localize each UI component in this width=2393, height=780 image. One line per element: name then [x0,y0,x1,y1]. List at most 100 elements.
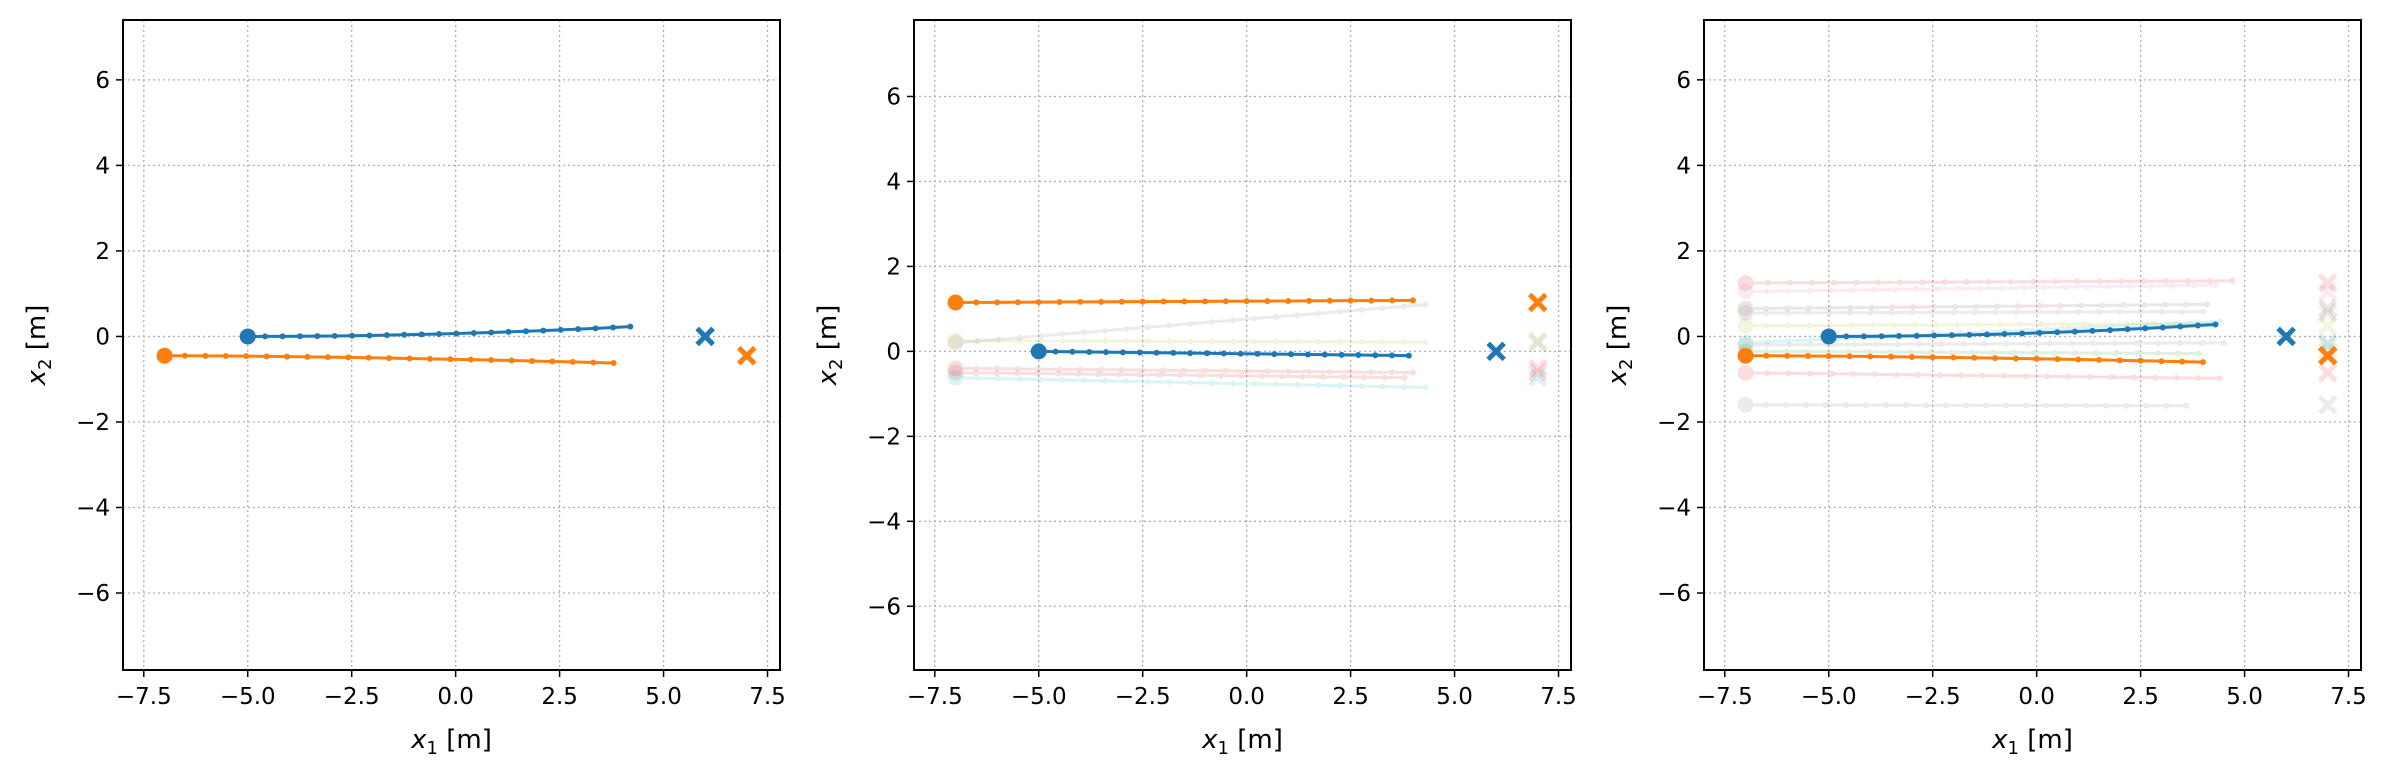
ghost-point [995,375,1002,382]
trajectory-point [222,352,229,359]
trajectory-point [2124,326,2131,333]
trajectory-point [1913,332,1920,339]
trajectory-point [488,357,495,364]
trajectory-point [1409,297,1416,304]
ghost-point [1381,374,1388,381]
trajectory-point [1896,333,1903,340]
y-tick-label: 0 [1676,324,1691,350]
ghost-goal-marker [1527,333,1548,353]
ghost-goal-marker [2317,281,2338,302]
ghost-point [1969,349,1976,356]
ghost-point [1897,279,1904,286]
y-tick-label: 6 [95,68,110,94]
ghost-point [1401,384,1408,391]
trajectory-point [1288,351,1295,358]
ghost-point [1409,369,1416,376]
trajectory-point [1992,355,1999,362]
ghost-trajectory-4 [947,358,1548,379]
ghost-point [2087,373,2094,380]
trajectory-point [590,359,597,366]
ghost-point [2078,302,2085,309]
ghost-point [1034,370,1041,377]
ghost-point [1230,317,1237,324]
ghost-trajectory-0 [1737,273,2338,293]
trajectory-point [1971,354,1978,361]
ghost-point [1977,285,1984,292]
trajectory-point [1098,298,1105,305]
ghost-point [1368,369,1375,376]
trajectory-point [279,333,286,340]
trajectory-point [557,326,564,333]
trajectory-point [1285,297,1292,304]
ghost-point [1985,278,1992,285]
ghost-point [1975,321,1982,328]
ghost-point [1230,380,1237,387]
trajectory-point [243,353,250,360]
x-tick-label: 7.5 [2330,684,2367,710]
x-tick-label: 0.0 [2018,684,2055,710]
ghost-point [2199,339,2206,346]
ghost-point [2154,350,2161,357]
ghost-point [1742,401,1749,408]
trajectory-point [1203,350,1210,357]
grid [914,20,1571,670]
trajectory-point [609,324,616,331]
y-tick-label: 2 [886,254,901,280]
x-tick-label: −5.0 [220,684,276,710]
ghost-path [955,371,1405,380]
trajectory-point [1784,352,1791,359]
ghost-point [2173,374,2180,381]
ghost-point [1177,372,1184,379]
ghost-point [2169,282,2176,289]
ghost-point [2123,321,2130,328]
x-tick-label: 7.5 [1540,684,1577,710]
ghost-point [1846,309,1853,316]
ghost-point [973,337,980,344]
trajectory-point [263,353,270,360]
ghost-point [1123,378,1130,385]
trajectory-point [181,352,188,359]
ghost-point [952,339,959,346]
trajectory-point [447,356,454,363]
ghost-point [1320,373,1327,380]
ghost-path [1745,283,2216,294]
y-tick-label: −4 [1657,496,1691,522]
trajectory-point [2142,325,2149,332]
ghost-start-marker [1737,334,1754,351]
y-tick-label: −2 [1657,410,1691,436]
ghost-point [2054,309,2061,316]
ghost-point [1979,372,1986,379]
ghost-point [1742,342,1749,348]
ghost-point [1919,279,1926,286]
ghost-point [1763,322,1770,329]
y-tick-label: 6 [1676,68,1691,94]
ghost-path [1745,349,2199,356]
trajectory-point [366,332,373,339]
ghost-path [1745,322,2212,328]
ghost-point [2195,375,2202,382]
trajectory-point [284,353,291,360]
trajectory-point [349,332,356,339]
ghost-point [2133,340,2140,347]
trajectory-point [1931,332,1938,339]
ghost-point [1326,368,1333,375]
trajectory-point [508,357,515,364]
trajectory-point [1056,299,1063,306]
ghost-point [2081,321,2088,328]
trajectory-point [324,354,331,361]
ghost-point [2044,373,2051,380]
ghost-point [1806,322,1813,329]
trajectory-point [2033,355,2040,362]
ghost-point [1144,324,1151,331]
trajectory-point [1202,298,1209,305]
trajectory-point [627,323,634,330]
trajectory-point [1368,297,1375,304]
ghost-path [1745,341,2224,347]
ghost-point [1299,373,1306,380]
series-1 [1737,345,2338,366]
chart-panel-right: −7.5 −5.0 −2.5 0.0 2.5 5.0 7.5 −6 −4 −2 0 2 4 6 x1 [m]… [1603,19,2367,759]
ghost-point [2033,309,2040,316]
ghost-point [1197,372,1204,379]
trajectory-point [1264,298,1271,305]
